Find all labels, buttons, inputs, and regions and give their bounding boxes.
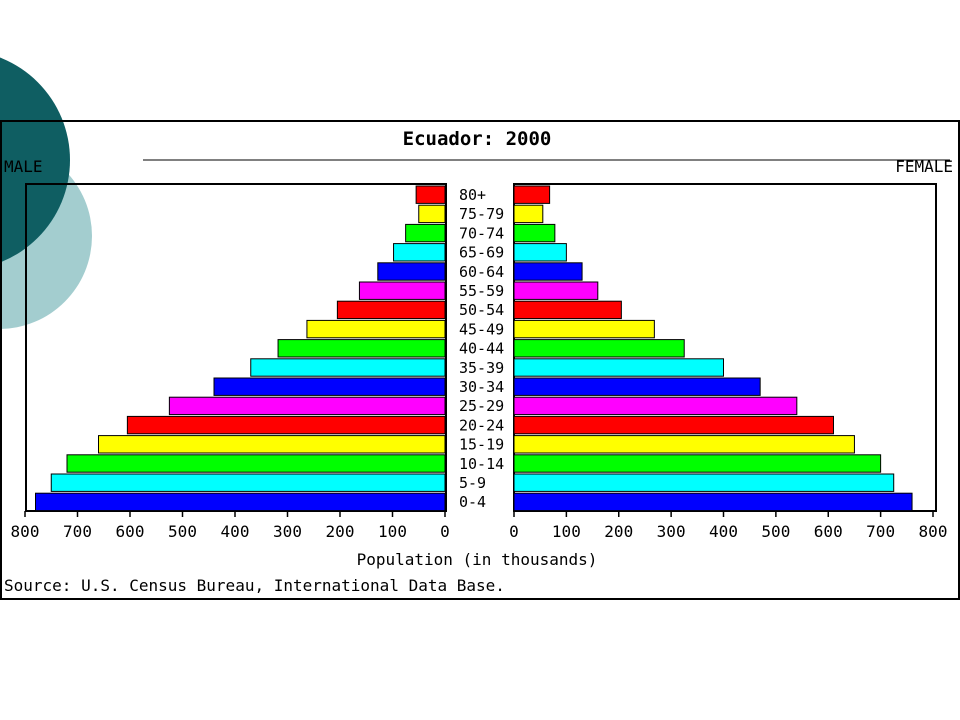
female-bar-30-34 (513, 377, 761, 396)
female-tick-label-500: 500 (761, 522, 790, 541)
teal-circle-dark (0, 57, 70, 263)
female-tick-label-0: 0 (509, 522, 519, 541)
male-bar-65-69 (393, 243, 446, 262)
male-tick-label-600: 600 (116, 522, 145, 541)
male-bar-10-14 (66, 454, 446, 473)
age-label-30-34: 30-34 (459, 378, 504, 396)
male-tick-label-700: 700 (63, 522, 92, 541)
age-label-70-74: 70-74 (459, 224, 504, 242)
female-bars (513, 185, 913, 512)
chart-title: Ecuador: 2000 (403, 128, 552, 150)
age-label-35-39: 35-39 (459, 359, 504, 377)
female-tick-label-400: 400 (709, 522, 738, 541)
age-label-65-69: 65-69 (459, 244, 504, 262)
age-label-55-59: 55-59 (459, 282, 504, 300)
age-label-15-19: 15-19 (459, 436, 504, 454)
x-axis-label: Population (in thousands) (357, 550, 598, 569)
male-label: MALE (4, 157, 43, 176)
male-x-ticks: 800 700 600 500 400 300 200 100 0 (11, 511, 450, 541)
female-label: FEMALE (895, 157, 953, 176)
male-bar-40-44 (277, 339, 446, 358)
age-label-20-24: 20-24 (459, 416, 504, 434)
male-bar-0-4 (35, 492, 446, 512)
male-bar-75-79 (418, 204, 446, 224)
male-tick-label-300: 300 (273, 522, 302, 541)
female-tick-label-100: 100 (552, 522, 581, 541)
male-bar-20-24 (126, 415, 446, 435)
female-bar-60-64 (513, 262, 583, 281)
age-label-60-64: 60-64 (459, 263, 504, 281)
female-bar-20-24 (513, 415, 834, 435)
female-bar-45-49 (513, 319, 655, 339)
male-tick-label-800: 800 (11, 522, 40, 541)
chart-frame (0, 120, 960, 600)
age-label-80+: 80+ (459, 186, 486, 204)
male-tick-label-400: 400 (221, 522, 250, 541)
female-bar-15-19 (513, 435, 855, 454)
female-tick-label-600: 600 (814, 522, 843, 541)
female-bar-55-59 (513, 281, 599, 300)
male-bar-45-49 (306, 319, 446, 339)
female-tick-label-200: 200 (604, 522, 633, 541)
female-bar-65-69 (513, 243, 567, 262)
female-bar-25-29 (513, 396, 798, 416)
female-bar-70-74 (513, 223, 556, 243)
male-bar-70-74 (405, 223, 446, 243)
female-bar-50-54 (513, 300, 622, 320)
female-tick-label-700: 700 (866, 522, 895, 541)
female-x-ticks: 0 100 200 300 400 500 600 700 800 (509, 511, 947, 541)
female-bar-80+ (513, 185, 551, 204)
male-bar-15-19 (98, 435, 446, 454)
male-tick-label-200: 200 (326, 522, 355, 541)
male-bar-50-54 (336, 300, 446, 320)
age-label-10-14: 10-14 (459, 455, 504, 473)
age-label-50-54: 50-54 (459, 301, 504, 319)
female-tick-label-800: 800 (919, 522, 948, 541)
male-bar-25-29 (168, 396, 446, 416)
male-bar-30-34 (213, 377, 446, 396)
female-bar-5-9 (513, 473, 895, 492)
male-tick-label-500: 500 (168, 522, 197, 541)
age-label-40-44: 40-44 (459, 340, 504, 358)
male-tick-label-0: 0 (440, 522, 450, 541)
male-bar-60-64 (377, 262, 446, 281)
age-label-0-4: 0-4 (459, 493, 486, 511)
female-bar-75-79 (513, 204, 544, 224)
female-bar-0-4 (513, 492, 913, 512)
male-bar-55-59 (358, 281, 446, 300)
male-bar-5-9 (50, 473, 446, 492)
age-label-45-49: 45-49 (459, 320, 504, 338)
male-bar-35-39 (250, 358, 446, 377)
age-label-25-29: 25-29 (459, 397, 504, 415)
female-tick-label-300: 300 (657, 522, 686, 541)
male-bar-80+ (415, 185, 446, 204)
male-bars (35, 185, 446, 512)
female-bar-40-44 (513, 339, 685, 358)
female-bar-10-14 (513, 454, 882, 473)
age-label-75-79: 75-79 (459, 205, 504, 223)
male-tick-label-100: 100 (378, 522, 407, 541)
age-label-5-9: 5-9 (459, 474, 486, 492)
source-note: Source: U.S. Census Bureau, Internationa… (4, 576, 505, 595)
female-bar-35-39 (513, 358, 724, 377)
